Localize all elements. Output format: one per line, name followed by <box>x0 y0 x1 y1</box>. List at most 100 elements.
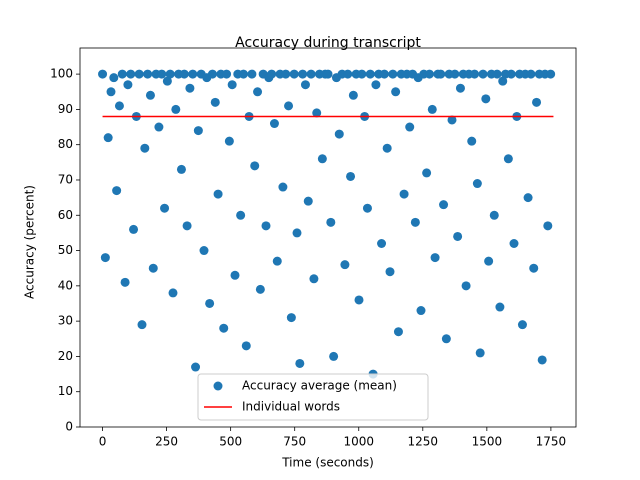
scatter-point <box>123 80 133 90</box>
scatter-point <box>137 320 147 330</box>
x-tick-label: 750 <box>283 435 306 449</box>
scatter-point <box>506 69 516 79</box>
scatter-point <box>286 313 296 323</box>
scatter-point <box>100 253 110 263</box>
x-tick-label: 1500 <box>472 435 503 449</box>
scatter-point <box>205 298 215 308</box>
x-tick-label: 1000 <box>343 435 374 449</box>
scatter-point <box>281 69 291 79</box>
scatter-point <box>247 69 257 79</box>
scatter-point <box>213 189 223 199</box>
scatter-point <box>441 334 451 344</box>
scatter-point <box>98 69 108 79</box>
legend: Accuracy average (mean) Individual words <box>197 373 429 421</box>
y-tick-label: 20 <box>58 349 73 363</box>
scatter-point <box>278 182 288 192</box>
y-tick-label: 40 <box>58 278 73 292</box>
scatter-point <box>422 168 432 178</box>
scatter-point <box>250 161 260 171</box>
scatter-point <box>478 69 488 79</box>
scatter-point <box>261 221 271 231</box>
scatter-point <box>526 69 536 79</box>
scatter-point <box>109 73 119 83</box>
legend-label: Individual words <box>242 400 340 414</box>
axes-frame <box>79 47 577 428</box>
scatter-point <box>207 69 217 79</box>
scatter-point <box>393 327 403 337</box>
scatter-point <box>546 69 556 79</box>
scatter-point <box>323 69 333 79</box>
scatter-point <box>129 224 139 234</box>
scatter-point <box>532 97 542 107</box>
scatter-point <box>168 288 178 298</box>
x-tick-label: 500 <box>219 435 242 449</box>
scatter-point <box>267 69 277 79</box>
scatter-point <box>272 256 282 266</box>
scatter-point <box>385 267 395 277</box>
legend-label: Accuracy average (mean) <box>242 379 397 393</box>
legend-box <box>197 373 429 421</box>
scatter-point <box>179 69 189 79</box>
scatter-point <box>210 97 220 107</box>
scatter-point <box>140 143 150 153</box>
scatter-point <box>509 238 519 248</box>
scatter-point <box>255 284 265 294</box>
scatter-point <box>405 122 415 132</box>
scatter-point <box>284 101 294 111</box>
y-axis-label: Accuracy (percent) <box>23 185 37 299</box>
scatter-point <box>289 69 299 79</box>
scatter-point <box>348 90 358 100</box>
scatter-point <box>503 154 513 164</box>
scatter-point <box>340 260 350 270</box>
scatter-point <box>143 69 153 79</box>
scatter-point <box>436 69 446 79</box>
scatter-point <box>430 253 440 263</box>
scatter-point <box>120 277 130 287</box>
scatter-point <box>343 69 353 79</box>
scatter-point <box>475 348 485 358</box>
scatter-point <box>241 341 251 351</box>
scatter-point <box>112 186 122 196</box>
scatter-point <box>447 115 457 125</box>
scatter-point <box>354 295 364 305</box>
scatter-point <box>388 69 398 79</box>
scatter-point <box>300 80 310 90</box>
y-tick-label: 80 <box>58 137 73 151</box>
scatter-point <box>176 164 186 174</box>
scatter-point <box>236 210 246 220</box>
x-tick-label: 1750 <box>536 435 567 449</box>
scatter-point <box>193 126 203 136</box>
scatter-point <box>391 87 401 97</box>
x-tick-label: 0 <box>99 435 107 449</box>
scatter-point <box>453 231 463 241</box>
scatter-point <box>253 87 263 97</box>
scatter-point <box>292 228 302 238</box>
scatter-point <box>145 90 155 100</box>
scatter-point <box>312 108 322 118</box>
scatter-point <box>377 238 387 248</box>
scatter-point <box>219 323 229 333</box>
scatter-point <box>309 274 319 284</box>
scatter-point <box>222 69 232 79</box>
scatter-point <box>410 217 420 227</box>
scatter-point <box>269 119 279 129</box>
scatter-point <box>295 358 305 368</box>
scatter-point <box>303 196 313 206</box>
scatter-point <box>134 69 144 79</box>
scatter-point <box>199 246 209 256</box>
scatter-point <box>379 69 389 79</box>
scatter-point <box>529 263 539 273</box>
scatter-point <box>495 302 505 312</box>
scatter-point <box>230 270 240 280</box>
scatter-point <box>154 122 164 132</box>
scatter-point <box>148 263 158 273</box>
x-axis-label: Time (seconds) <box>281 456 374 470</box>
scatter-point <box>523 193 533 203</box>
scatter-point <box>103 133 113 143</box>
scatter-point <box>298 69 308 79</box>
scatter-point <box>346 171 356 181</box>
scatter-point <box>498 76 508 86</box>
scatter-point <box>160 203 170 213</box>
